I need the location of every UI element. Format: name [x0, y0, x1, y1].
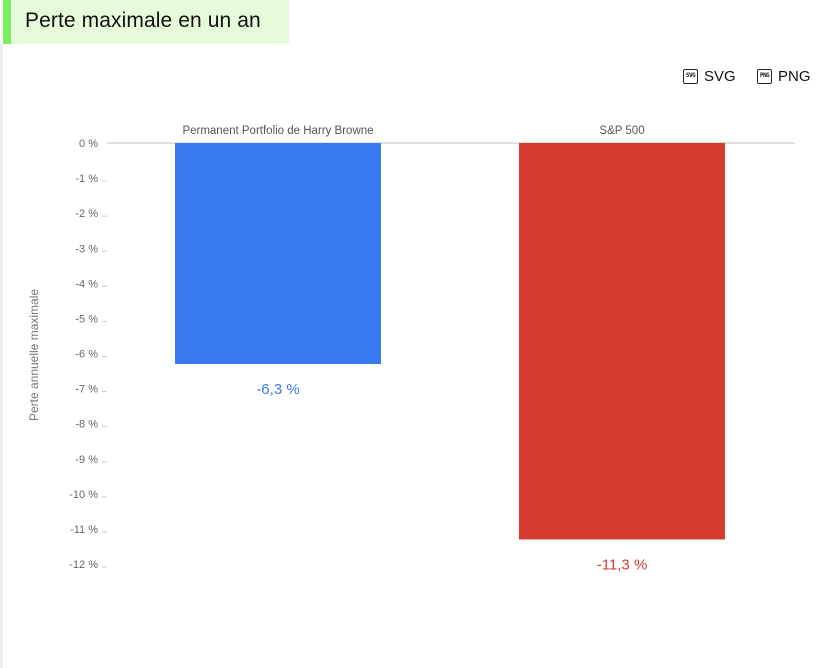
export-png-button[interactable]: PNG PNG [757, 66, 811, 86]
y-tick-label: -4 % [75, 278, 98, 290]
bar [175, 143, 381, 365]
y-tick-label: -8 % [75, 419, 98, 431]
y-tick-label: -2 % [75, 208, 98, 220]
bar-value-label: -11,3 % [597, 556, 648, 573]
y-tick-label: -11 % [70, 524, 98, 536]
bar [519, 143, 725, 540]
export-svg-button[interactable]: SVG SVG [683, 66, 736, 86]
y-tick-label: -9 % [75, 454, 98, 466]
page-left-rule [0, 44, 3, 668]
export-png-label: PNG [778, 67, 811, 85]
y-tick-label: -1 % [75, 173, 98, 185]
chart-title-box: Perte maximale en un an [3, 0, 289, 44]
y-tick-label: -6 % [75, 349, 98, 361]
y-tick-label: 0 % [79, 138, 98, 150]
category-label: S&P 500 [599, 125, 644, 137]
chart-title: Perte maximale en un an [25, 9, 261, 32]
bar-value-label: -6,3 % [256, 381, 299, 398]
png-file-icon: PNG [757, 68, 772, 84]
y-tick-label: -3 % [75, 243, 98, 255]
y-tick-label: -7 % [75, 384, 98, 396]
category-label: Permanent Portfolio de Harry Browne [182, 125, 373, 137]
export-svg-label: SVG [704, 67, 736, 85]
svg-file-icon: SVG [683, 68, 698, 84]
y-tick-label: -5 % [75, 313, 98, 325]
y-tick-label: -12 % [69, 559, 98, 571]
y-tick-label: -10 % [69, 489, 98, 501]
y-axis-label: Perte annuelle maximale [27, 289, 41, 421]
